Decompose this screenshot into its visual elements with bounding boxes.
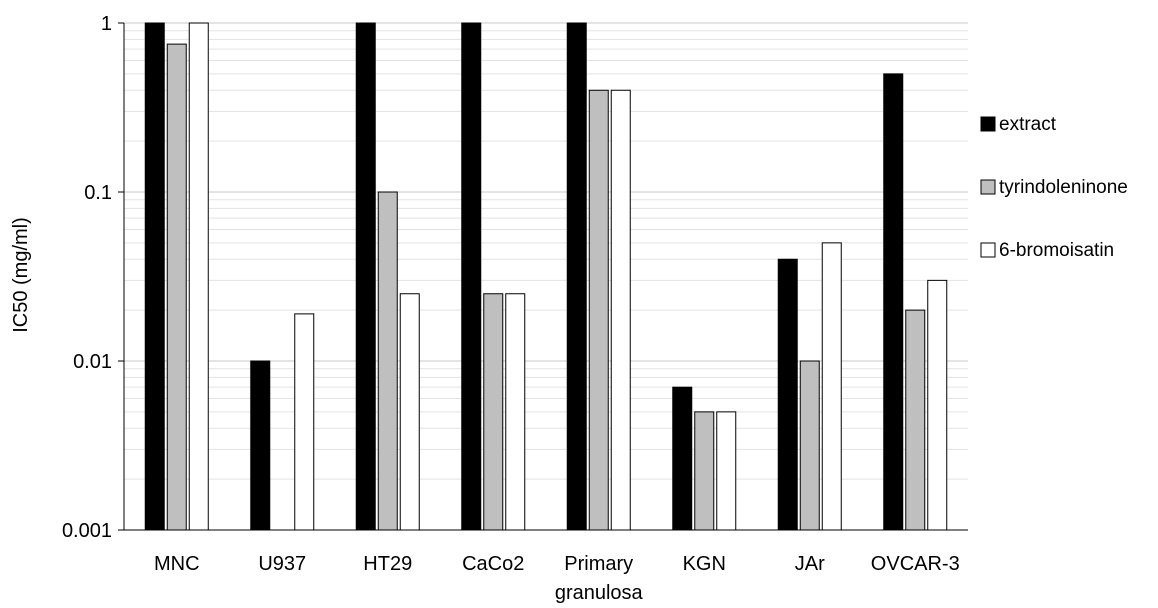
legend-swatch-extract (980, 116, 996, 132)
bar-tyrindoleninone-ht29 (377, 191, 398, 531)
x-tick-label: CaCo2 (462, 553, 524, 575)
x-tick-label: U937 (258, 553, 306, 575)
bar-tyrindoleninone-kgn (694, 411, 715, 531)
legend-label-tyrindoleninone: tyrindoleninone (999, 177, 1128, 198)
y-tick-label: 0.01 (73, 351, 112, 373)
bars (144, 22, 948, 531)
x-tick-label: OVCAR-3 (871, 553, 960, 575)
bar-tyrindoleninone-jar (799, 360, 820, 531)
bar-6-bromoisatin-mnc (188, 22, 209, 531)
y-tick-label: 1 (101, 13, 112, 35)
x-tick-label: JAr (795, 553, 825, 575)
legend: extract tyrindoleninone 6-bromoisatin (980, 114, 1128, 261)
bar-tyrindoleninone-caco2 (483, 293, 504, 531)
bar-extract-primary (566, 22, 587, 531)
bar-6-bromoisatin-u937 (294, 313, 315, 531)
bar-6-bromoisatin-ht29 (399, 293, 420, 531)
bar-6-bromoisatin-jar (821, 242, 842, 531)
y-tick-label: 0.1 (84, 182, 112, 204)
legend-label-6-bromoisatin: 6-bromoisatin (999, 240, 1114, 261)
bar-extract-ht29 (355, 22, 376, 531)
bar-tyrindoleninone-mnc (166, 43, 187, 531)
legend-swatch-tyrindoleninone (980, 179, 996, 195)
legend-swatch-6-bromoisatin (980, 242, 996, 258)
bar-6-bromoisatin-caco2 (505, 293, 526, 531)
x-tick-labels: MNC U937 HT29 CaCo2 Primary granulosa KGN JAr OV… (154, 553, 960, 604)
bar-6-bromoisatin-primary (610, 89, 631, 531)
bar-extract-ovcar-3 (883, 73, 904, 531)
y-axis-label: IC50 (mg/ml) (10, 217, 32, 333)
bar-extract-caco2 (461, 22, 482, 531)
bar-extract-mnc (144, 22, 165, 531)
bar-6-bromoisatin-ovcar-3 (927, 279, 948, 531)
x-tick-label: Primary (564, 553, 633, 575)
bar-extract-kgn (672, 386, 693, 531)
y-tick-labels: 0.001 0.01 0.1 1 (62, 13, 112, 542)
bar-6-bromoisatin-kgn (716, 411, 737, 531)
bar-extract-jar (777, 258, 798, 531)
axes (118, 22, 968, 531)
x-tick-label: MNC (154, 553, 200, 575)
bar-extract-u937 (250, 360, 271, 531)
x-tick-label-line2: granulosa (555, 582, 644, 604)
bar-tyrindoleninone-primary (588, 89, 609, 531)
y-tick-label: 0.001 (62, 520, 112, 542)
x-tick-label: KGN (683, 553, 726, 575)
bar-tyrindoleninone-ovcar-3 (905, 309, 926, 531)
x-tick-label: HT29 (363, 553, 412, 575)
legend-label-extract: extract (999, 114, 1057, 135)
